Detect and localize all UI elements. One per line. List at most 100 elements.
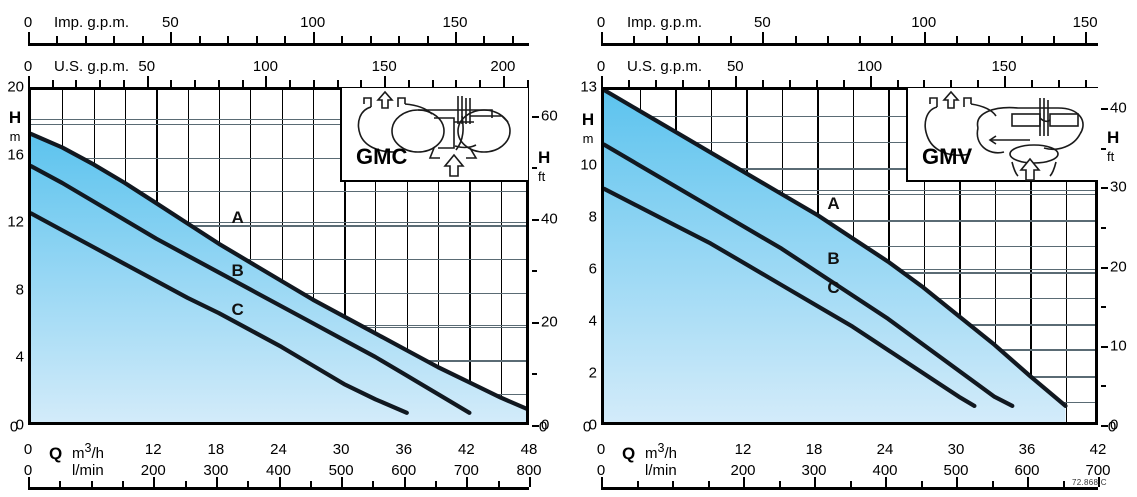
grid-line-horizontal [31, 157, 526, 160]
x-axis-tick-label: 24 [876, 441, 894, 458]
scale-tick [794, 36, 797, 43]
y-axis-left-tick-label: 0 [588, 416, 597, 434]
scale-tick-label: 50 [161, 14, 179, 31]
gmv-y-left-unit: m [582, 131, 594, 146]
x-axis-tick [743, 477, 745, 487]
x-axis-tick-label: 400 [872, 462, 898, 479]
grid-line-horizontal [31, 221, 526, 223]
scale-tick [762, 80, 765, 87]
x-axis-tick [885, 477, 887, 487]
x-axis-tick [636, 481, 639, 487]
y-axis-right-tick-label: 40 [1110, 99, 1127, 117]
x-axis-zero-left: 0 [9, 418, 19, 436]
scale-tick [341, 36, 344, 43]
x-axis-tick-label: 24 [270, 441, 287, 458]
x-axis-tick-label: 0 [23, 462, 33, 479]
scale-tick [141, 36, 144, 43]
gmc-y-left-unit: m [9, 129, 21, 144]
performance-envelope-fill [604, 90, 1066, 422]
scale-tick-label: 50 [754, 14, 771, 31]
scale-tick [255, 36, 258, 43]
scale-tick [146, 76, 149, 87]
scale-tick [859, 36, 862, 43]
gmv-y-right-symbol: H [1107, 128, 1120, 147]
gmc-y-right-unit: ft [538, 169, 546, 184]
y-axis-right-minor-tick [1101, 385, 1106, 388]
y-axis-left-tick-label: 2 [588, 364, 597, 382]
x-axis-rule [28, 487, 529, 490]
y-axis-right-tick [1101, 108, 1108, 110]
gmv-pump-cross-section-icon [924, 90, 1084, 181]
gmc-y-left-title: H m [4, 108, 26, 146]
y-axis-right-tick [532, 218, 539, 221]
grid-line-horizontal [31, 259, 526, 260]
scale-tick [1084, 80, 1087, 87]
x-axis-tick [707, 481, 710, 487]
grid-line-vertical [312, 90, 314, 422]
y-axis-right-tick [532, 425, 539, 427]
x-axis-tick-label: 300 [203, 462, 229, 479]
scale-tick [1030, 80, 1033, 87]
scale-tick-label: 100 [857, 58, 883, 75]
scale-tick [1020, 36, 1023, 43]
scale-tick [896, 80, 899, 87]
scale-tick [217, 80, 220, 87]
x-axis-tick-label: 30 [947, 441, 965, 458]
grid-line-vertical [469, 90, 471, 422]
scale-tick [454, 32, 457, 43]
performance-curve-C [31, 211, 409, 415]
gmc-x-axis: 0 0 m3/h 0 12 18 24 30 36 42 48 l/min 0 200 300 400 500 6… [10, 419, 547, 497]
x-axis-tick-label: 500 [943, 462, 969, 479]
scale-tick [735, 76, 738, 87]
x-axis-unit-lmin: l/min [645, 462, 677, 479]
grid-line-horizontal [604, 116, 1095, 117]
y-axis-right-tick [1101, 266, 1108, 269]
x-axis-zero-left: 0 [582, 418, 592, 436]
x-axis-tick [309, 481, 312, 487]
x-axis-tick [1062, 481, 1065, 487]
x-axis-tick-label: 300 [801, 462, 827, 479]
x-axis-tick [90, 481, 93, 487]
scale-tick [28, 32, 30, 43]
gmv-q-symbol: Q [622, 444, 636, 463]
scale-tick [170, 80, 173, 87]
x-axis-tick-label: 800 [516, 462, 542, 479]
scale-tick [502, 76, 505, 87]
y-axis-right-tick [1101, 345, 1108, 348]
scale-tick [1003, 76, 1006, 87]
x-axis-tick-label: 42 [458, 441, 475, 458]
performance-curve-B [31, 164, 472, 415]
scale-tick [956, 36, 958, 43]
scale-tick [113, 36, 116, 43]
scale-tick [407, 80, 410, 87]
scale-tick [241, 80, 244, 87]
scale-tick [84, 36, 87, 43]
gmv-curves [604, 90, 1068, 422]
x-axis-tick [372, 481, 375, 487]
grid-line-vertical [438, 90, 440, 422]
y-axis-right-tick [1101, 425, 1108, 427]
grid-line-vertical [1030, 90, 1032, 422]
y-axis-left-tick-label: 0 [15, 416, 24, 434]
scale-tick [170, 32, 173, 43]
x-axis-tick-label: 12 [144, 441, 162, 458]
x-axis-tick [814, 477, 816, 487]
x-axis-tick-label: 600 [391, 462, 417, 479]
scale-tick [194, 80, 197, 87]
y-axis-left-tick-label: 8 [588, 208, 597, 226]
scale-tick [312, 80, 315, 87]
x-axis-tick [435, 481, 438, 487]
scale-tick [483, 36, 486, 43]
scale-tick [431, 80, 434, 87]
scale-tick [869, 76, 872, 87]
scale-tick [99, 80, 102, 87]
grid-line-horizontal [604, 194, 1095, 195]
scale-tick-label: 150 [371, 58, 397, 75]
x-axis-tick [121, 481, 124, 487]
scale-tick [708, 80, 711, 87]
scale-tick-label: 150 [442, 14, 468, 31]
gmc-pump-cross-section-icon [357, 90, 511, 177]
